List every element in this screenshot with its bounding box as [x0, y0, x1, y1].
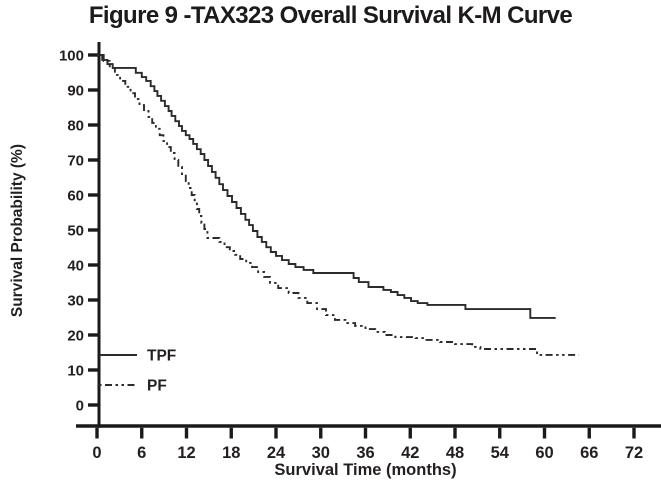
y-tick-label: 10 — [67, 363, 84, 380]
x-tick-label: 48 — [446, 444, 464, 462]
x-tick-label: 12 — [177, 444, 195, 462]
y-tick-label: 40 — [67, 258, 84, 275]
x-tick-label: 30 — [312, 444, 330, 462]
x-tick-label: 54 — [491, 444, 510, 462]
x-tick-label: 6 — [137, 444, 146, 462]
x-tick-label: 36 — [356, 444, 374, 462]
series-tpf-line — [97, 54, 556, 319]
y-tick-label: 60 — [67, 188, 84, 205]
y-tick-label: 100 — [59, 48, 84, 65]
y-tick-label: 0 — [76, 398, 84, 415]
y-tick-label: 90 — [67, 83, 84, 100]
x-axis-title: Survival Time (months) — [274, 461, 457, 479]
x-tick-label: 24 — [267, 444, 286, 462]
x-tick-label: 66 — [580, 444, 598, 462]
y-tick-label: 20 — [67, 328, 84, 345]
y-tick-label: 50 — [67, 223, 84, 240]
y-tick-label: 80 — [67, 118, 84, 135]
legend-pf-label: PF — [147, 378, 167, 395]
y-tick-label: 70 — [67, 153, 84, 170]
y-tick-label: 30 — [67, 293, 84, 310]
legend-tpf-label: TPF — [147, 348, 176, 365]
x-tick-label: 18 — [222, 444, 240, 462]
x-tick-label: 72 — [625, 444, 643, 462]
figure-title: Figure 9 -TAX323 Overall Survival K-M Cu… — [88, 2, 573, 29]
x-tick-label: 0 — [92, 444, 101, 462]
x-tick-label: 42 — [401, 444, 419, 462]
x-tick-label: 60 — [535, 444, 553, 462]
